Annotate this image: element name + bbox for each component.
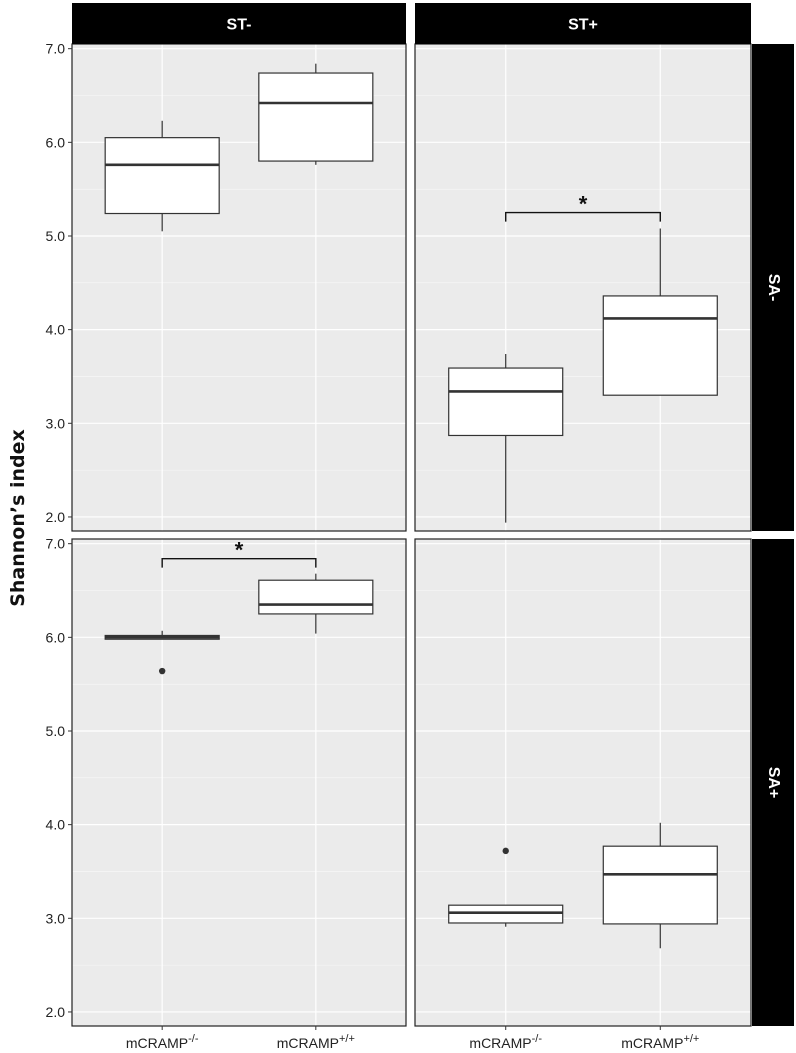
box-1 (448, 847, 564, 927)
box-iqr (602, 845, 718, 925)
x-tick-label: mCRAMP-/- (126, 1033, 199, 1051)
box-2 (258, 573, 374, 634)
y-tick-label: 6.0 (46, 134, 66, 150)
panel-background (415, 539, 751, 1026)
significance-label: * (235, 538, 244, 563)
y-tick-label: 5.0 (46, 723, 66, 739)
panel-ST--SA- (71, 43, 407, 532)
box-iqr (258, 72, 374, 162)
axes-layer: 2.0 3.0 4.0 5.0 6.0 7.0 2.0 3.0 4.0 5.0 6.0 7.0 mCRA… (46, 41, 700, 1051)
x-tick-label: mCRAMP-/- (469, 1033, 542, 1051)
x-tick-label-base: mCRAMP (126, 1035, 188, 1051)
y-tick-label: 2.0 (46, 509, 66, 525)
row-strip-2 (752, 539, 794, 1026)
row-strip-1 (752, 44, 794, 531)
outlier-point (502, 847, 509, 855)
box-1 (104, 630, 220, 675)
x-tick-label: mCRAMP+/+ (277, 1033, 355, 1051)
panel-ST+-SA+ (414, 538, 752, 1027)
x-tick-label-superscript: +/+ (683, 1033, 699, 1045)
x-tick-label-superscript: -/- (532, 1033, 543, 1045)
x-tick-label-superscript: -/- (188, 1033, 199, 1045)
panel-ST--SA+: * (71, 538, 407, 1027)
col-strip-1 (72, 3, 406, 44)
box-2 (258, 63, 374, 165)
y-tick-label: 3.0 (46, 910, 66, 926)
col-strip-label-2: ST+ (568, 17, 598, 34)
facet-strips: ST- ST+ SA- SA+ (72, 3, 794, 1026)
box-iqr (602, 295, 718, 396)
panel-background (72, 539, 406, 1026)
significance-bracket (161, 557, 317, 568)
y-tick-label: 4.0 (46, 817, 66, 833)
panel-border (414, 538, 752, 1027)
y-axis-title: Shannon’s index (7, 429, 29, 607)
col-strip-2 (415, 3, 751, 44)
significance-label: * (579, 192, 588, 217)
y-tick-label: 2.0 (46, 1004, 66, 1020)
x-tick-label-base: mCRAMP (469, 1035, 531, 1051)
box-1 (104, 120, 220, 232)
panels-layer: ** (71, 43, 752, 1027)
col-strip-label-1: ST- (227, 17, 252, 34)
y-tick-label: 3.0 (46, 415, 66, 431)
box-iqr (448, 367, 564, 437)
x-tick-label-base: mCRAMP (277, 1035, 339, 1051)
row-strip-label-1: SA- (765, 274, 782, 302)
box-1 (448, 353, 564, 523)
box-iqr (258, 579, 374, 615)
y-tick-label: 6.0 (46, 629, 66, 645)
panel-background (415, 44, 751, 531)
x-tick-label: mCRAMP+/+ (621, 1033, 699, 1051)
x-tick-label-superscript: +/+ (339, 1033, 355, 1045)
box-iqr (448, 904, 564, 924)
y-tick-label: 5.0 (46, 228, 66, 244)
x-tick-label-base: mCRAMP (621, 1035, 683, 1051)
box-iqr (104, 137, 220, 215)
y-tick-label: 4.0 (46, 322, 66, 338)
y-tick-label: 7.0 (46, 536, 66, 552)
y-tick-label: 7.0 (46, 41, 66, 57)
box-2 (602, 822, 718, 949)
outlier-point (158, 667, 166, 675)
row-strip-label-2: SA+ (765, 767, 782, 799)
significance-bracket (505, 211, 661, 222)
panel-ST+-SA-: * (414, 43, 752, 532)
panel-border (71, 538, 407, 1027)
box-2 (602, 228, 718, 396)
